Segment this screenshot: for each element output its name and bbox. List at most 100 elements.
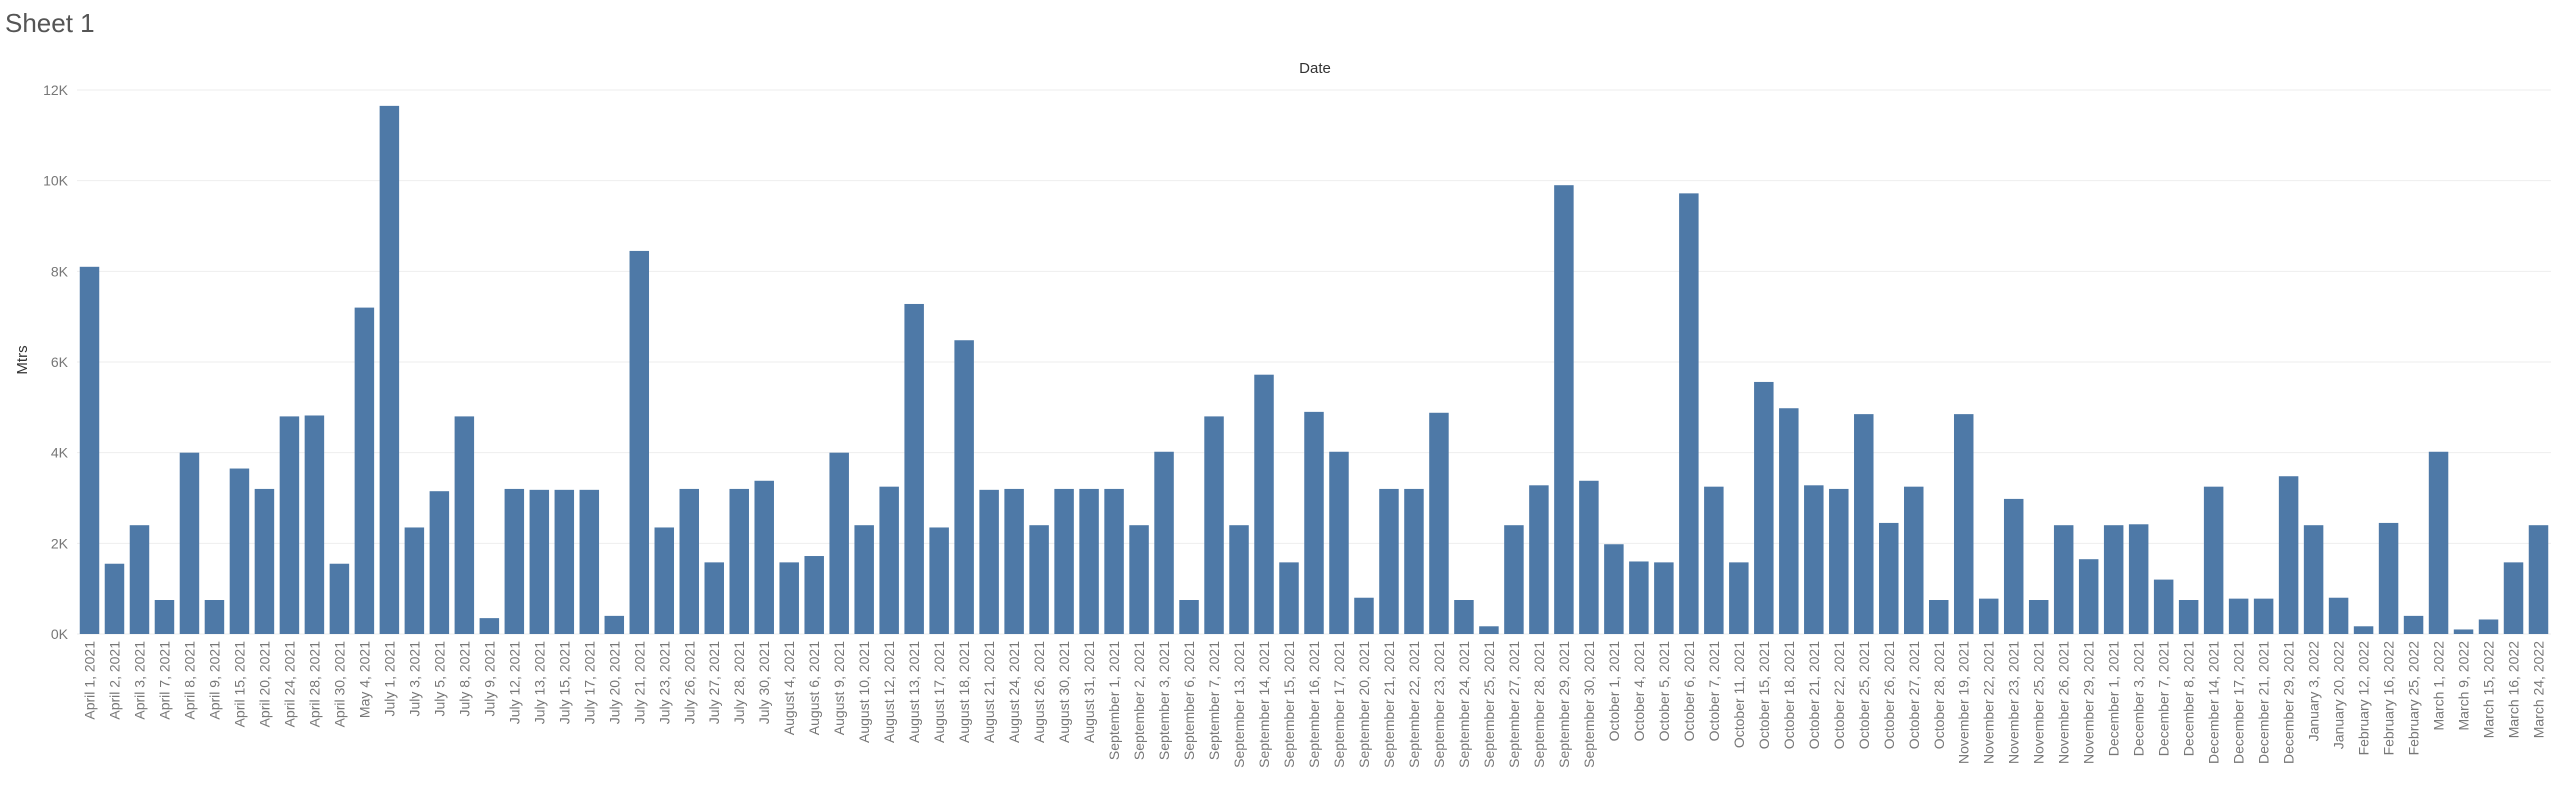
bar[interactable] bbox=[1229, 525, 1249, 634]
bar[interactable] bbox=[404, 527, 425, 634]
bar[interactable] bbox=[2003, 498, 2024, 634]
bar[interactable] bbox=[1929, 600, 1949, 634]
bar[interactable] bbox=[829, 452, 849, 634]
bar[interactable] bbox=[679, 488, 699, 634]
bar[interactable] bbox=[1854, 414, 1874, 634]
bar[interactable] bbox=[704, 562, 724, 634]
bar[interactable] bbox=[2103, 525, 2124, 634]
bar[interactable] bbox=[2028, 600, 2049, 634]
bar[interactable] bbox=[954, 340, 974, 634]
bar[interactable] bbox=[2278, 476, 2299, 634]
bar[interactable] bbox=[1079, 488, 1099, 634]
bar[interactable] bbox=[1978, 598, 1999, 634]
bar[interactable] bbox=[654, 527, 675, 634]
bar[interactable] bbox=[754, 480, 774, 634]
bar[interactable] bbox=[1429, 412, 1449, 634]
bar[interactable] bbox=[454, 416, 475, 634]
bar[interactable] bbox=[1104, 488, 1124, 634]
bar[interactable] bbox=[429, 491, 450, 634]
bar[interactable] bbox=[1254, 374, 1274, 634]
bar[interactable] bbox=[1804, 485, 1824, 634]
bar[interactable] bbox=[2378, 522, 2399, 634]
bar[interactable] bbox=[854, 525, 874, 634]
bar[interactable] bbox=[1304, 411, 1324, 634]
bar[interactable] bbox=[979, 489, 999, 634]
bar[interactable] bbox=[2203, 486, 2224, 634]
bar[interactable] bbox=[1604, 544, 1624, 634]
bar[interactable] bbox=[879, 486, 899, 634]
bar[interactable] bbox=[1354, 597, 1374, 634]
bar[interactable] bbox=[2053, 525, 2074, 634]
bar[interactable] bbox=[1779, 408, 1799, 634]
bar[interactable] bbox=[1029, 525, 1049, 634]
bar[interactable] bbox=[2253, 598, 2274, 634]
bar[interactable] bbox=[229, 468, 250, 634]
bar[interactable] bbox=[1704, 486, 1724, 634]
bar[interactable] bbox=[2428, 451, 2449, 634]
bar[interactable] bbox=[1579, 480, 1599, 634]
bar[interactable] bbox=[504, 488, 525, 634]
bar[interactable] bbox=[1404, 488, 1424, 634]
bar[interactable] bbox=[2403, 615, 2424, 634]
bar[interactable] bbox=[929, 527, 949, 634]
bar[interactable] bbox=[1679, 193, 1699, 635]
bar[interactable] bbox=[1554, 185, 1574, 634]
bar[interactable] bbox=[1154, 451, 1174, 634]
bar[interactable] bbox=[904, 303, 924, 634]
bar[interactable] bbox=[279, 416, 300, 634]
bar[interactable] bbox=[1879, 522, 1899, 634]
bar[interactable] bbox=[1654, 562, 1674, 634]
bar[interactable] bbox=[1279, 562, 1299, 634]
bar[interactable] bbox=[1754, 381, 1774, 634]
bar[interactable] bbox=[129, 525, 150, 634]
bar[interactable] bbox=[304, 415, 325, 634]
bar[interactable] bbox=[2328, 597, 2349, 634]
bar[interactable] bbox=[2478, 619, 2499, 634]
bar[interactable] bbox=[1504, 525, 1524, 634]
bar[interactable] bbox=[1179, 600, 1199, 634]
bar[interactable] bbox=[254, 488, 275, 634]
y-tick-label: 12K bbox=[43, 82, 69, 98]
bar[interactable] bbox=[1204, 416, 1224, 634]
bar[interactable] bbox=[104, 563, 125, 634]
bar[interactable] bbox=[179, 452, 200, 634]
bar[interactable] bbox=[479, 618, 500, 634]
bar[interactable] bbox=[1129, 525, 1149, 634]
bar[interactable] bbox=[804, 556, 824, 634]
bar[interactable] bbox=[154, 600, 175, 634]
bar[interactable] bbox=[1829, 488, 1849, 634]
bar[interactable] bbox=[2503, 562, 2524, 634]
bar[interactable] bbox=[2153, 579, 2174, 634]
bar[interactable] bbox=[204, 600, 225, 634]
bar[interactable] bbox=[1454, 600, 1474, 634]
bar[interactable] bbox=[529, 489, 550, 634]
bar[interactable] bbox=[1953, 414, 1974, 634]
bar[interactable] bbox=[2128, 524, 2149, 634]
bar[interactable] bbox=[729, 488, 749, 634]
bar[interactable] bbox=[2178, 600, 2199, 634]
bar[interactable] bbox=[604, 615, 625, 634]
bar[interactable] bbox=[1329, 451, 1349, 634]
bar[interactable] bbox=[779, 562, 799, 634]
bar[interactable] bbox=[579, 489, 600, 634]
bar[interactable] bbox=[2078, 559, 2099, 634]
bar[interactable] bbox=[2353, 626, 2374, 634]
bar[interactable] bbox=[2228, 598, 2249, 634]
bar[interactable] bbox=[354, 307, 375, 634]
bar[interactable] bbox=[1479, 626, 1499, 634]
bar[interactable] bbox=[2453, 629, 2474, 634]
bar[interactable] bbox=[1004, 488, 1024, 634]
bar[interactable] bbox=[1529, 485, 1549, 634]
bar[interactable] bbox=[629, 250, 650, 634]
bar[interactable] bbox=[1629, 561, 1649, 634]
bar[interactable] bbox=[554, 489, 575, 634]
bar[interactable] bbox=[329, 563, 350, 634]
bar[interactable] bbox=[2528, 525, 2549, 634]
bar[interactable] bbox=[1729, 562, 1749, 634]
bar[interactable] bbox=[1054, 488, 1074, 634]
bar[interactable] bbox=[79, 266, 100, 634]
bar[interactable] bbox=[2303, 525, 2324, 634]
bar[interactable] bbox=[1379, 488, 1399, 634]
bar[interactable] bbox=[379, 105, 400, 635]
bar[interactable] bbox=[1904, 486, 1924, 634]
